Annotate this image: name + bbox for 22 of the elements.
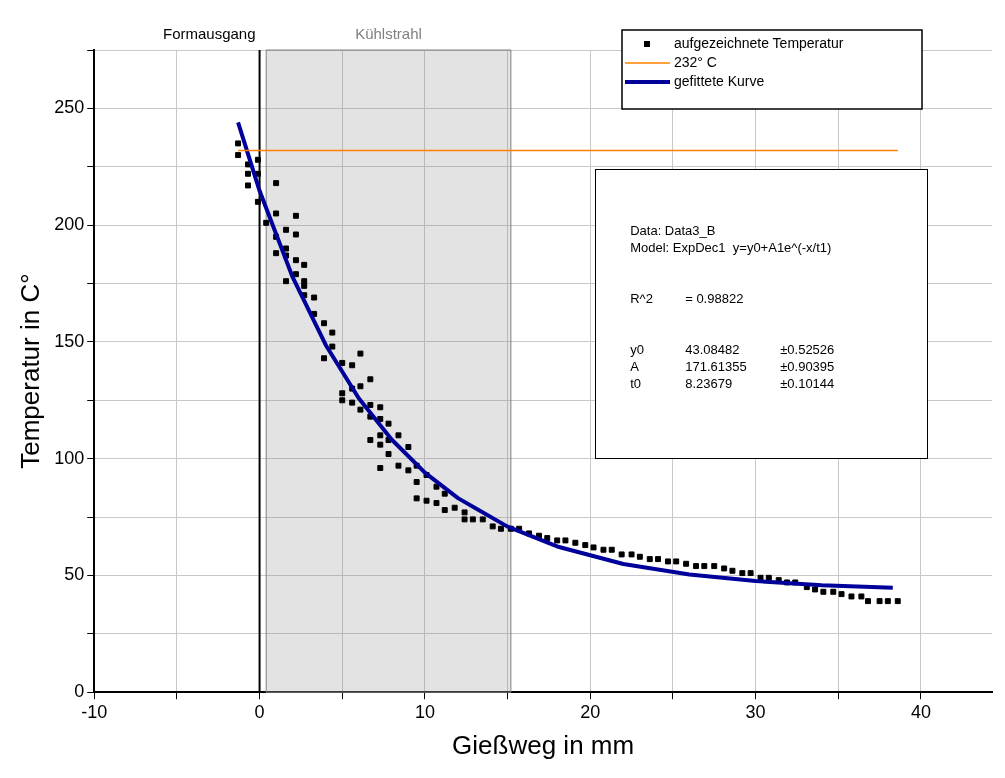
y-tick-label: 100 xyxy=(54,447,85,468)
ref-line-label: Formausgang xyxy=(163,24,256,42)
x-axis-title: Gießweg in mm xyxy=(452,729,635,760)
legend-label: aufgezeichnete Temperatur xyxy=(674,34,844,51)
legend-label: 232° C xyxy=(674,53,717,70)
fit-results-box: Data: Data3_B Model: ExpDec1 y=y0+A1e^(-x/t1) R^2 = 0.98822 y0 43.08482 ±0.52526 A 171.61355 ±0.90395 t0 8.23679 ±0.10144 xyxy=(595,169,928,459)
y-tick-label: 200 xyxy=(54,214,85,235)
y-tick-label: 150 xyxy=(54,330,85,351)
x-tick-label: 0 xyxy=(254,701,265,722)
band-label: Kühlstrahl xyxy=(355,24,422,42)
annotation: Model: ExpDec1 y=y0+A1e^(-x/t1) xyxy=(630,239,832,257)
y-tick-label: 50 xyxy=(64,564,85,585)
x-tick-label: 30 xyxy=(745,701,766,722)
legend-label: gefittete Kurve xyxy=(674,72,765,89)
x-tick-label: 10 xyxy=(414,701,435,722)
x-tick-label: 40 xyxy=(910,701,931,722)
y-tick-label: 0 xyxy=(74,681,85,702)
y-tick-label: 250 xyxy=(54,97,85,118)
y-axis-title: Temperatur in C° xyxy=(14,273,45,469)
x-tick-label: -10 xyxy=(81,701,108,722)
x-tick-label: 20 xyxy=(580,701,601,722)
annotation: Data: Data3_B xyxy=(630,222,716,240)
